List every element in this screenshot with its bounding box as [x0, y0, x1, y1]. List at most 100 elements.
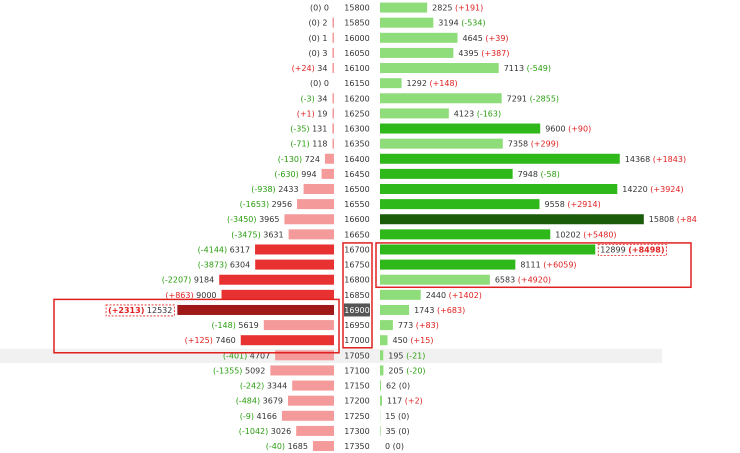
call-oi-bar	[380, 214, 644, 225]
call-oi-label: 0 (0)	[385, 442, 404, 451]
put-oi-label: (-1355) 5092	[213, 366, 265, 375]
call-resistance-box	[375, 242, 692, 289]
put-oi-label: (-40) 1685	[266, 442, 308, 451]
put-oi-label: (-3475) 3631	[231, 230, 283, 239]
strike-label: 16950	[344, 321, 369, 330]
put-oi-bar	[296, 425, 334, 436]
put-oi-label: (-2207) 9184	[162, 276, 214, 285]
call-oi-bar	[380, 335, 388, 346]
strike-label: 16400	[344, 155, 369, 164]
call-oi-bar	[380, 63, 499, 74]
call-oi-label: 62 (0)	[386, 382, 410, 391]
call-oi-bar	[380, 289, 421, 300]
put-oi-label: (+2313) 12532	[108, 306, 172, 315]
call-oi-bar	[380, 93, 502, 104]
call-oi-bar	[380, 199, 540, 210]
put-oi-label: (-630) 994	[274, 170, 316, 179]
put-oi-bar	[324, 153, 334, 164]
strike-label: 15800	[344, 4, 369, 13]
strike-label: 16250	[344, 109, 369, 118]
call-max-change-box	[597, 244, 667, 256]
put-oi-bar	[332, 47, 334, 58]
call-oi-bar	[380, 108, 449, 119]
strike-label: 15850	[344, 19, 369, 28]
call-oi-bar	[380, 350, 384, 361]
strike-label: 16700	[344, 245, 369, 254]
call-oi-bar	[380, 304, 410, 315]
call-oi-label: 1292 (+148)	[407, 79, 458, 88]
call-oi-label: 7948 (-58)	[518, 170, 560, 179]
strike-label: 16800	[344, 276, 369, 285]
call-oi-bar	[380, 168, 513, 179]
put-oi-label: (0) 1	[309, 34, 328, 43]
put-oi-label: (-401) 4707	[223, 351, 270, 360]
strike-label: 17000	[344, 336, 369, 345]
put-oi-bar	[312, 441, 334, 452]
strike-label: 16500	[344, 185, 369, 194]
call-oi-label: 7113 (-549)	[504, 64, 551, 73]
put-oi-label: (-938) 2433	[251, 185, 298, 194]
put-oi-bar	[281, 410, 334, 421]
put-oi-bar	[332, 93, 334, 104]
call-oi-label: 7291 (-2855)	[507, 94, 559, 103]
call-oi-label: 15808 (+84	[649, 215, 697, 224]
call-oi-bar	[380, 259, 516, 270]
strike-label: 16100	[344, 64, 369, 73]
call-oi-bar	[380, 244, 596, 255]
strike-label: 17300	[344, 427, 369, 436]
call-oi-label: 7358 (+299)	[508, 140, 559, 149]
put-oi-label: (-35) 131	[290, 125, 327, 134]
put-oi-label: (-130) 724	[278, 155, 320, 164]
put-oi-bar	[297, 199, 334, 210]
put-oi-bar	[255, 244, 334, 255]
put-support-box	[53, 298, 340, 354]
strike-label: 17250	[344, 412, 369, 421]
put-oi-label: (-4144) 6317	[198, 245, 250, 254]
call-oi-bar	[380, 184, 618, 194]
put-oi-bar	[288, 395, 334, 406]
put-oi-bar	[284, 214, 334, 225]
call-oi-bar	[380, 380, 382, 391]
strike-label: 16300	[344, 125, 369, 134]
strike-label: 16600	[344, 215, 369, 224]
call-oi-label: 4645 (+39)	[463, 34, 509, 43]
call-oi-label: 6583 (+4920)	[495, 276, 551, 285]
strike-label: 17350	[344, 442, 369, 451]
put-oi-label: (-484) 3679	[236, 397, 283, 406]
put-oi-bar	[255, 259, 334, 270]
put-oi-bar	[332, 32, 334, 43]
strike-label: 16550	[344, 200, 369, 209]
current-strike-highlight	[344, 303, 370, 317]
call-oi-bar	[380, 32, 458, 43]
call-oi-label: 8111 (+6059)	[520, 261, 576, 270]
call-oi-bar	[380, 2, 428, 13]
put-oi-label: (-3) 34	[301, 94, 328, 103]
put-oi-bar	[332, 123, 334, 134]
strike-label: 16150	[344, 79, 369, 88]
call-oi-label: 450 (+15)	[393, 336, 434, 345]
call-oi-label: 195 (-21)	[388, 351, 425, 360]
put-oi-label: (-3450) 3965	[227, 215, 279, 224]
strike-label: 16000	[344, 34, 369, 43]
put-oi-label: (0) 3	[309, 49, 328, 58]
call-oi-bar	[380, 274, 490, 285]
call-oi-bar	[380, 365, 384, 376]
put-oi-bar	[292, 380, 334, 391]
call-oi-bar	[380, 229, 551, 240]
call-oi-label: 9600 (+90)	[545, 125, 591, 134]
strike-label: 16750	[344, 261, 369, 270]
put-oi-bar	[270, 365, 334, 376]
strike-label: 17200	[344, 397, 369, 406]
put-oi-bar	[177, 304, 334, 315]
call-oi-bar	[380, 320, 393, 331]
put-oi-bar	[332, 17, 334, 28]
put-oi-label: (0) 2	[309, 19, 328, 28]
call-oi-bar	[380, 138, 503, 149]
strike-label: 16850	[344, 291, 369, 300]
strike-label: 16650	[344, 230, 369, 239]
strike-label: 17100	[344, 366, 369, 375]
strike-label: 17150	[344, 382, 369, 391]
put-oi-bar	[303, 184, 334, 194]
call-oi-bar	[380, 17, 434, 28]
put-oi-bar	[275, 350, 334, 361]
